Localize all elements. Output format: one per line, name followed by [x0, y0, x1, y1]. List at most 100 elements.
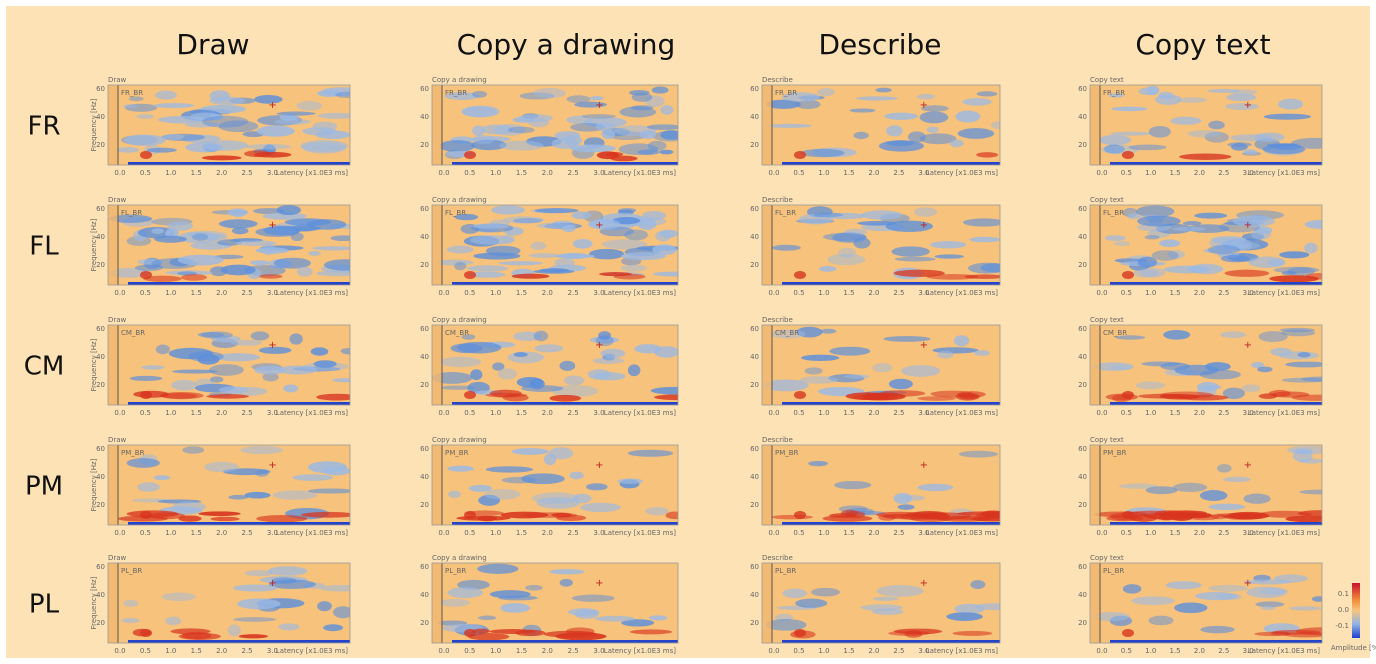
y-tick-label: 20 [420, 261, 429, 269]
x-tick-label: 1.0 [165, 289, 176, 297]
blob [250, 260, 269, 265]
panel-title: Copy a drawing [432, 436, 487, 444]
blob [259, 274, 283, 278]
blob [937, 351, 953, 359]
pre-stimulus [762, 325, 772, 405]
blob [586, 483, 607, 490]
marker: + [268, 220, 276, 231]
blob [823, 233, 866, 241]
spectrogram [762, 563, 1021, 643]
blob [954, 335, 969, 346]
x-tick-label: 0.5 [793, 289, 804, 297]
blob [854, 132, 869, 139]
blob [470, 369, 482, 380]
x-axis-label: Latency [x1.0E3 ms] [276, 289, 348, 297]
blob [1166, 581, 1202, 589]
blob [285, 218, 332, 226]
blob [237, 599, 281, 610]
channel-label: FL_BR [445, 209, 466, 217]
blob [861, 210, 902, 219]
x-tick-label: 1.0 [490, 169, 501, 177]
x-tick-label: 2.0 [1194, 647, 1205, 655]
x-tick-label: 1.5 [1170, 169, 1181, 177]
x-tick-label: 2.5 [893, 289, 904, 297]
x-tick-label: 0.0 [1096, 409, 1107, 417]
x-tick-label: 2.0 [868, 169, 879, 177]
x-axis-label: Latency [x1.0E3 ms] [604, 647, 676, 655]
y-tick-label: 60 [420, 325, 429, 333]
blob [141, 365, 164, 369]
x-tick-label: 1.0 [1145, 529, 1156, 537]
blob [323, 624, 343, 631]
x-tick-label: 0.0 [1096, 529, 1107, 537]
x-tick-label: 0.5 [464, 409, 475, 417]
pre-stimulus [108, 325, 118, 405]
x-tick-label: 2.5 [1218, 409, 1229, 417]
blob [1259, 331, 1288, 342]
blob [210, 376, 223, 382]
column-title: Copy text [1135, 28, 1270, 61]
blob [880, 390, 926, 396]
y-tick-label: 40 [1078, 473, 1087, 481]
blob [1200, 626, 1234, 633]
blob [568, 608, 600, 616]
blob [1209, 504, 1245, 510]
blob [130, 376, 163, 381]
blob [498, 368, 517, 379]
blob [914, 207, 937, 216]
blob [917, 94, 935, 99]
blob [559, 361, 575, 371]
blob [817, 88, 835, 96]
baseline-band [452, 640, 678, 643]
blob [161, 393, 197, 399]
blob [628, 364, 640, 376]
blob [918, 484, 954, 491]
blob [456, 516, 510, 521]
blob [794, 391, 806, 399]
blob [1114, 241, 1130, 246]
x-tick-label: 2.5 [1218, 169, 1229, 177]
x-tick-label: 2.5 [241, 169, 252, 177]
blob [1211, 236, 1247, 244]
y-tick-label: 20 [420, 619, 429, 627]
x-tick-label: 0.5 [1121, 529, 1132, 537]
blob [1174, 603, 1207, 614]
x-tick-label: 1.5 [516, 529, 527, 537]
x-tick-label: 1.0 [490, 647, 501, 655]
blob [1172, 227, 1206, 232]
panel-title: Copy a drawing [432, 316, 487, 324]
blob [501, 512, 549, 519]
x-tick-label: 0.0 [438, 289, 449, 297]
x-tick-label: 0.5 [464, 289, 475, 297]
spectrogram [432, 563, 678, 643]
blob [440, 357, 481, 367]
blob [630, 629, 672, 634]
blob [659, 150, 673, 155]
blob [652, 86, 669, 93]
x-tick-label: 2.5 [241, 647, 252, 655]
x-tick-label: 2.5 [1218, 647, 1229, 655]
y-tick-label: 60 [750, 325, 759, 333]
blob [261, 244, 276, 255]
blob [549, 569, 584, 574]
blob [484, 489, 520, 500]
marker: + [595, 220, 603, 231]
blob [872, 363, 892, 372]
channel-label: FR_BR [121, 89, 143, 97]
blob [244, 150, 271, 157]
blob [140, 511, 152, 519]
panel: Copy text+FR_BR6040200.00.51.01.52.02.53… [1078, 76, 1337, 177]
panel-title: Copy text [1090, 554, 1124, 562]
marker: + [1244, 340, 1252, 351]
blob [589, 249, 624, 260]
colorbar-label: Amplitude [%] [1331, 644, 1376, 652]
baseline-band [1110, 640, 1322, 643]
x-tick-label: 1.5 [843, 409, 854, 417]
channel-label: CM_BR [445, 329, 469, 337]
blob [1263, 144, 1306, 154]
blob [873, 597, 899, 601]
x-axis-label: Latency [x1.0E3 ms] [1248, 529, 1320, 537]
blob [794, 151, 806, 159]
x-axis-label: Latency [x1.0E3 ms] [276, 529, 348, 537]
blob [461, 106, 496, 117]
